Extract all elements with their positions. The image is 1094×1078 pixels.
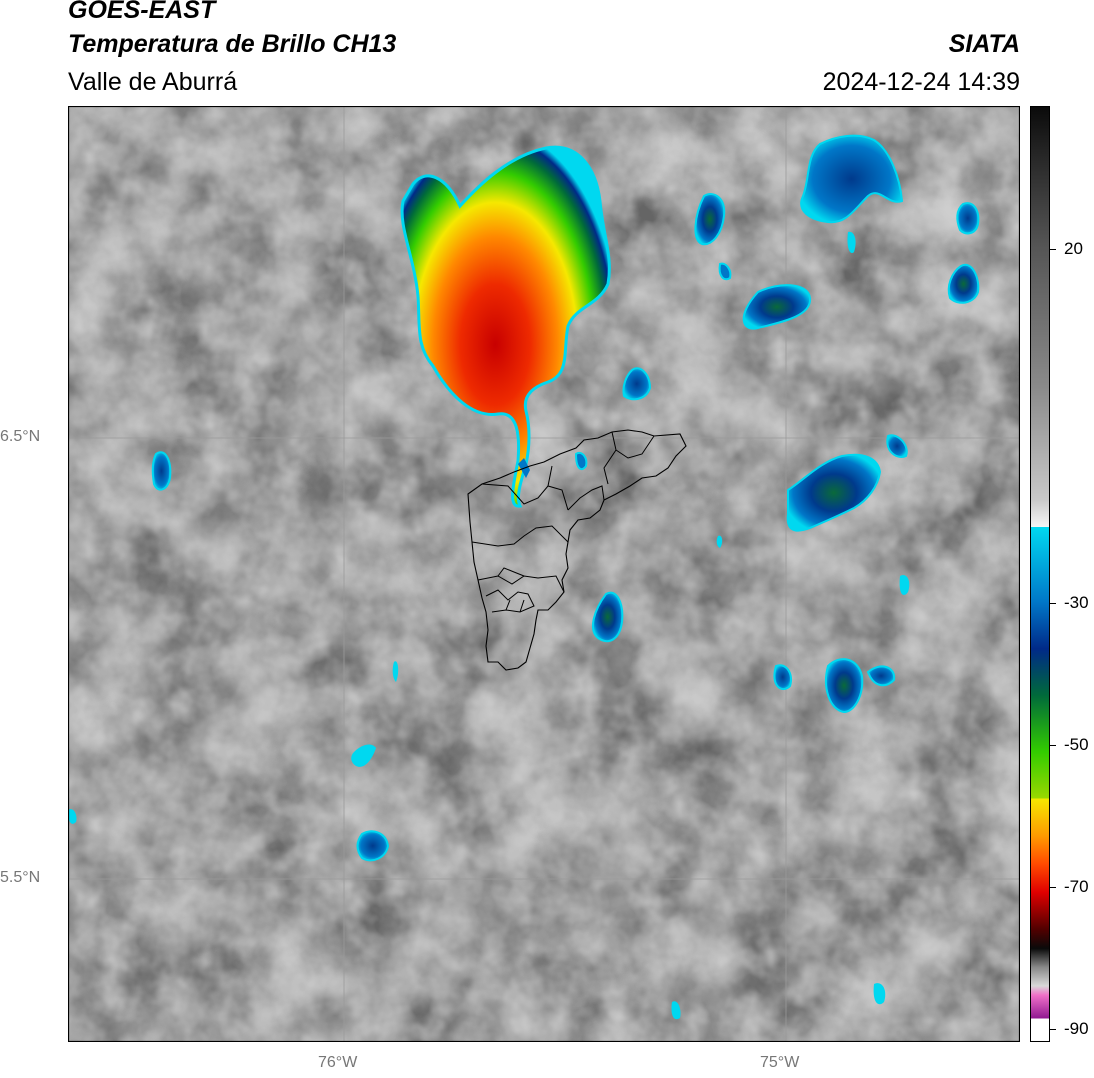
cbar-tick-minus30: -30 — [1064, 593, 1089, 612]
cbar-tick-line — [1050, 887, 1056, 888]
satellite-map — [68, 106, 1020, 1042]
colorbar — [1030, 106, 1050, 1042]
datetime-label: 2024-12-24 14:39 — [822, 68, 1020, 96]
product-title: Temperatura de Brillo CH13 — [68, 30, 397, 58]
cbar-tick-line — [1050, 603, 1056, 604]
cbar-tick-20: 20 — [1064, 239, 1083, 258]
cbar-tick-line — [1050, 1029, 1056, 1030]
lat-label-5.5: 5.5°N — [0, 869, 41, 886]
storm-cell — [400, 145, 611, 508]
region-subtitle: Valle de Aburrá — [68, 68, 238, 96]
cbar-tick-minus70: -70 — [1064, 877, 1089, 896]
satellite-title: GOES-EAST — [68, 0, 216, 24]
lon-label-76w: 76°W — [318, 1054, 358, 1071]
agency-label: SIATA — [948, 30, 1020, 58]
lat-label-6.5: 6.5°N — [0, 428, 41, 445]
cbar-tick-minus90: -90 — [1064, 1019, 1089, 1038]
aburra-valley-outline — [467, 429, 687, 671]
cbar-tick-line — [1050, 249, 1056, 250]
cbar-tick-line — [1050, 745, 1056, 746]
cbar-tick-minus50: -50 — [1064, 735, 1089, 754]
lon-label-75w: 75°W — [760, 1054, 800, 1071]
